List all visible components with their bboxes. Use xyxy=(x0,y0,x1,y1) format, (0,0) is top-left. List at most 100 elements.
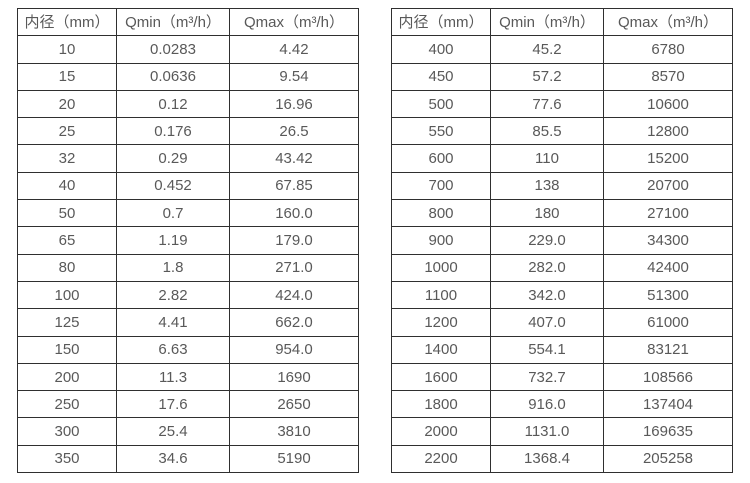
table-cell: 108566 xyxy=(603,362,733,392)
table-cell: 61000 xyxy=(603,308,733,337)
table-cell: 26.5 xyxy=(229,117,359,146)
table-cell: 1200 xyxy=(391,308,491,337)
table-cell: 1100 xyxy=(391,280,491,310)
table-header-row: 内径（mm） Qmin（m³/h） Qmax（m³/h） xyxy=(391,7,733,37)
table-cell: 1400 xyxy=(391,335,491,364)
table-cell: 282.0 xyxy=(490,253,604,282)
table-row: 150 6.63 954.0 xyxy=(17,335,359,364)
table-cell: 43.42 xyxy=(229,144,359,173)
table-row: 10 0.0283 4.42 xyxy=(17,35,359,64)
table-cell: 16.96 xyxy=(229,89,359,119)
table-cell: 137404 xyxy=(603,390,733,419)
table-cell: 42400 xyxy=(603,253,733,282)
table-cell: 2000 xyxy=(391,417,491,446)
table-row: 550 85.5 12800 xyxy=(391,117,733,146)
table-cell: 271.0 xyxy=(229,253,359,282)
table-cell: 1000 xyxy=(391,253,491,282)
table-cell: 25 xyxy=(17,117,117,146)
table-cell: 40 xyxy=(17,171,117,201)
table-cell: 342.0 xyxy=(490,280,604,310)
table-cell: 9.54 xyxy=(229,62,359,91)
table-cell: 500 xyxy=(391,89,491,119)
table-row: 500 77.6 10600 xyxy=(391,89,733,119)
table-cell: 400 xyxy=(391,35,491,64)
table-cell: 954.0 xyxy=(229,335,359,364)
table-cell: 1131.0 xyxy=(490,417,604,446)
table-cell: 169635 xyxy=(603,417,733,446)
flow-rate-table-small-diameters: 内径（mm） Qmin（m³/h） Qmax（m³/h） 10 0.0283 4.42 1… xyxy=(17,7,359,474)
table-cell: 150 xyxy=(17,335,117,364)
table-cell: 10600 xyxy=(603,89,733,119)
table-row: 200 11.3 1690 xyxy=(17,362,359,392)
table-cell: 160.0 xyxy=(229,199,359,228)
table-cell: 11.3 xyxy=(116,362,230,392)
column-header: Qmax（m³/h） xyxy=(603,7,733,37)
table-cell: 20700 xyxy=(603,171,733,201)
table-cell: 6.63 xyxy=(116,335,230,364)
table-cell: 138 xyxy=(490,171,604,201)
table-row: 内径（mm） Qmin（m³/h） Qmax（m³/h） xyxy=(17,7,359,37)
table-cell: 0.7 xyxy=(116,199,230,228)
table-cell: 15200 xyxy=(603,144,733,173)
table-cell: 179.0 xyxy=(229,226,359,255)
table-cell: 1800 xyxy=(391,390,491,419)
flow-rate-tables-container: 内径（mm） Qmin（m³/h） Qmax（m³/h） 10 0.0283 4.42 1… xyxy=(17,7,733,474)
table-cell: 45.2 xyxy=(490,35,604,64)
table-cell: 1368.4 xyxy=(490,444,604,474)
column-header: 内径（mm） xyxy=(17,7,117,37)
table-row: 300 25.4 3810 xyxy=(17,417,359,446)
table-row: 350 34.6 5190 xyxy=(17,444,359,474)
table-cell: 12800 xyxy=(603,117,733,146)
table-cell: 0.176 xyxy=(116,117,230,146)
table-cell: 5190 xyxy=(229,444,359,474)
table-cell: 27100 xyxy=(603,199,733,228)
table-cell: 250 xyxy=(17,390,117,419)
table-cell: 2200 xyxy=(391,444,491,474)
table-cell: 4.42 xyxy=(229,35,359,64)
table-cell: 200 xyxy=(17,362,117,392)
table-row: 400 45.2 6780 xyxy=(391,35,733,64)
table-cell: 20 xyxy=(17,89,117,119)
table-cell: 50 xyxy=(17,199,117,228)
table-row: 125 4.41 662.0 xyxy=(17,308,359,337)
flow-rate-table-large-diameters: 内径（mm） Qmin（m³/h） Qmax（m³/h） 400 45.2 6780 45… xyxy=(391,7,733,474)
table-row: 600 110 15200 xyxy=(391,144,733,173)
table-cell: 0.0636 xyxy=(116,62,230,91)
table-cell: 4.41 xyxy=(116,308,230,337)
table-row: 450 57.2 8570 xyxy=(391,62,733,91)
table-cell: 2.82 xyxy=(116,280,230,310)
table-cell: 3810 xyxy=(229,417,359,446)
table-cell: 424.0 xyxy=(229,280,359,310)
table-row: 15 0.0636 9.54 xyxy=(17,62,359,91)
table-cell: 550 xyxy=(391,117,491,146)
table-row: 80 1.8 271.0 xyxy=(17,253,359,282)
table-cell: 700 xyxy=(391,171,491,201)
table-cell: 15 xyxy=(17,62,117,91)
table-row: 2200 1368.4 205258 xyxy=(391,444,733,474)
table-cell: 0.0283 xyxy=(116,35,230,64)
table-row: 700 138 20700 xyxy=(391,171,733,201)
table-cell: 34.6 xyxy=(116,444,230,474)
table-row: 1200 407.0 61000 xyxy=(391,308,733,337)
table-cell: 900 xyxy=(391,226,491,255)
table-cell: 205258 xyxy=(603,444,733,474)
table-cell: 32 xyxy=(17,144,117,173)
column-header: Qmin（m³/h） xyxy=(490,7,604,37)
table-cell: 83121 xyxy=(603,335,733,364)
table-cell: 110 xyxy=(490,144,604,173)
table-cell: 662.0 xyxy=(229,308,359,337)
table-cell: 80 xyxy=(17,253,117,282)
table-row: 250 17.6 2650 xyxy=(17,390,359,419)
table-cell: 67.85 xyxy=(229,171,359,201)
table-cell: 800 xyxy=(391,199,491,228)
table-cell: 229.0 xyxy=(490,226,604,255)
table-cell: 0.452 xyxy=(116,171,230,201)
table-row: 25 0.176 26.5 xyxy=(17,117,359,146)
table-cell: 25.4 xyxy=(116,417,230,446)
table-row: 40 0.452 67.85 xyxy=(17,171,359,201)
table-cell: 407.0 xyxy=(490,308,604,337)
table-cell: 6780 xyxy=(603,35,733,64)
table-row: 2000 1131.0 169635 xyxy=(391,417,733,446)
table-row: 100 2.82 424.0 xyxy=(17,280,359,310)
table-row: 1100 342.0 51300 xyxy=(391,280,733,310)
